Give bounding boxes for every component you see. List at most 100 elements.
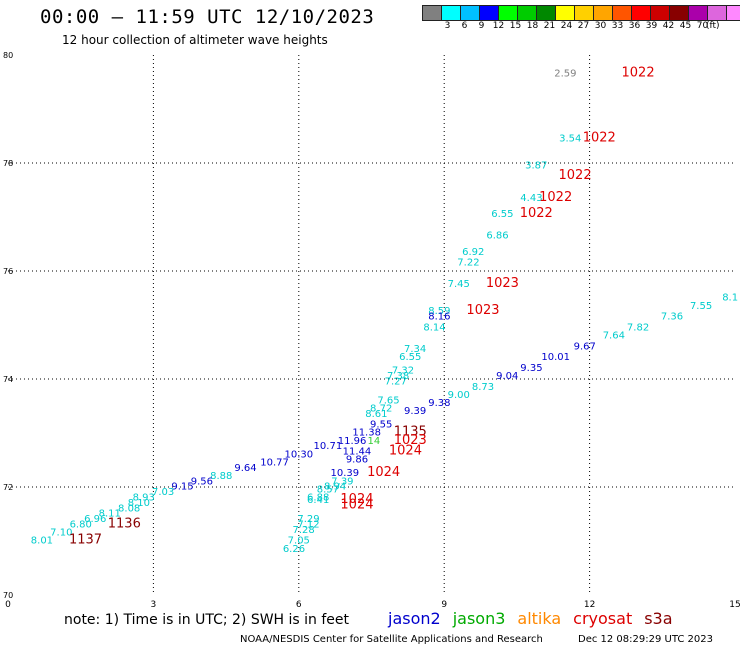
pressure-label: 1137 — [69, 533, 102, 548]
legend-entry-jason3: jason3 — [452, 609, 506, 628]
legend-entry-s3a: s3a — [644, 609, 673, 628]
wave-height-label: 9.55 — [370, 420, 392, 431]
wave-height-label: 11.96 — [338, 436, 367, 447]
pressure-label: 1022 — [539, 190, 572, 205]
pressure-label: 1023 — [394, 433, 427, 448]
wave-height-label: 8.94 — [324, 482, 346, 493]
wave-height-label: 9.64 — [234, 463, 256, 474]
scale-label: 27 — [577, 21, 590, 31]
wave-height-label: 9.35 — [520, 363, 542, 374]
wave-height-label: 8.14 — [423, 322, 445, 333]
wave-height-label: 10.71 — [314, 441, 343, 452]
wave-height-label: 6.41 — [307, 495, 329, 506]
credit-text: NOAA/NESDIS Center for Satellite Applica… — [240, 634, 543, 645]
wave-height-label: 7.32 — [392, 366, 414, 377]
color-scale-unit: (ft) — [706, 21, 720, 31]
pressure-label: 1024 — [367, 465, 400, 480]
scale-label: 15 — [509, 21, 522, 31]
wave-height-label: 8.57 — [317, 484, 339, 495]
y-tick-label: 74 — [3, 375, 13, 384]
wave-height-label: 10.01 — [541, 352, 570, 363]
wave-height-label: 6.55 — [399, 352, 421, 363]
pressure-label: 1024 — [340, 498, 373, 513]
wave-height-label: 7.12 — [297, 520, 319, 531]
wave-height-color-scale — [422, 5, 740, 21]
color-scale-labels: 3 6 9 12 15 18 21 24 27 30 33 36 39 42 45 70 — [422, 21, 711, 31]
wave-height-label: 8.01 — [31, 536, 53, 547]
wave-height-label: 6.80 — [70, 520, 92, 531]
wave-height-label: 9.15 — [171, 482, 193, 493]
wave-height-label: 7.05 — [288, 536, 310, 547]
wave-height-label: 7.55 — [690, 301, 712, 312]
x-tick-label: 12 — [584, 600, 595, 610]
wave-height-label: 7.45 — [448, 279, 470, 290]
wave-height-label: 4.43 — [520, 193, 542, 204]
satellite-legend: jason2 jason3 altika cryosat s3a — [388, 609, 673, 628]
wave-height-label: 3.54 — [559, 133, 581, 144]
wave-height-label: 8.88 — [210, 471, 232, 482]
wave-height-label: 7.82 — [627, 322, 649, 333]
wave-height-label: 6.86 — [486, 231, 508, 242]
wave-height-label: 6.88 — [307, 493, 329, 504]
wave-height-label: 11.44 — [343, 447, 372, 458]
legend-entry-cryosat: cryosat — [573, 609, 633, 628]
scale-label: 18 — [526, 21, 539, 31]
wave-height-label: 8.61 — [365, 409, 387, 420]
wave-height-label: 8.10 — [128, 498, 150, 509]
y-tick-label: 78 — [3, 159, 13, 168]
scale-label: 45 — [679, 21, 692, 31]
wave-height-label: 6.26 — [283, 544, 305, 555]
generated-timestamp: Dec 12 08:29:29 UTC 2023 — [578, 634, 713, 645]
pressure-label: 1023 — [486, 276, 519, 291]
scale-label: 21 — [543, 21, 556, 31]
pressure-label: 1022 — [520, 206, 553, 221]
wave-height-label: 8.1 — [722, 293, 738, 304]
footnote: note: 1) Time is in UTC; 2) SWH is in fe… — [64, 612, 350, 628]
wave-height-label: 6.96 — [84, 514, 106, 525]
wave-height-label: 7.28 — [293, 525, 315, 536]
wave-height-label: 7.22 — [457, 258, 479, 269]
x-tick-label: 6 — [296, 600, 302, 610]
wave-height-label: 9.39 — [404, 406, 426, 417]
scale-label: 30 — [594, 21, 607, 31]
y-tick-label: 72 — [3, 483, 13, 492]
wave-height-label: 9.67 — [574, 341, 596, 352]
wave-height-label: 14 — [368, 436, 381, 447]
x-tick-label: 9 — [441, 600, 447, 610]
wave-height-label: 10.77 — [260, 457, 289, 468]
wave-height-label: 7.64 — [603, 331, 625, 342]
pressure-label: 1136 — [108, 517, 141, 532]
page-subtitle: 12 hour collection of altimeter wave hei… — [62, 33, 328, 47]
pressure-label: 1023 — [466, 303, 499, 318]
wave-height-label: 9.86 — [346, 455, 368, 466]
x-tick-label: 3 — [151, 600, 157, 610]
scale-label: 9 — [478, 21, 485, 31]
wave-height-label: 7.36 — [661, 312, 683, 323]
wave-height-label: 9.04 — [496, 371, 518, 382]
scale-label: 6 — [461, 21, 468, 31]
scale-label: 12 — [492, 21, 505, 31]
wave-height-label: 8.93 — [133, 493, 155, 504]
pressure-label: 1022 — [583, 130, 616, 145]
y-tick-label: 70 — [3, 591, 13, 600]
pressure-label: 1135 — [394, 425, 427, 440]
scale-label: 36 — [628, 21, 641, 31]
scale-label: 42 — [662, 21, 675, 31]
wave-height-label: 8.72 — [370, 403, 392, 414]
scale-label: 3 — [444, 21, 451, 31]
wave-height-label: 9.56 — [191, 476, 213, 487]
wave-height-label: 7.34 — [404, 344, 426, 355]
wave-height-label: 3.87 — [525, 160, 547, 171]
wave-height-label: 8.59 — [428, 306, 450, 317]
wave-height-label: 8.73 — [472, 382, 494, 393]
wave-height-label: 7.65 — [377, 395, 399, 406]
wave-height-label: 8.08 — [118, 503, 140, 514]
legend-entry-altika: altika — [517, 609, 562, 628]
wave-height-label: 9.38 — [428, 398, 450, 409]
scale-swatch — [726, 5, 740, 21]
scale-label: 33 — [611, 21, 624, 31]
pressure-label: 1024 — [340, 492, 373, 507]
pressure-label: 1024 — [389, 444, 422, 459]
wave-height-label: 7.38 — [387, 371, 409, 382]
